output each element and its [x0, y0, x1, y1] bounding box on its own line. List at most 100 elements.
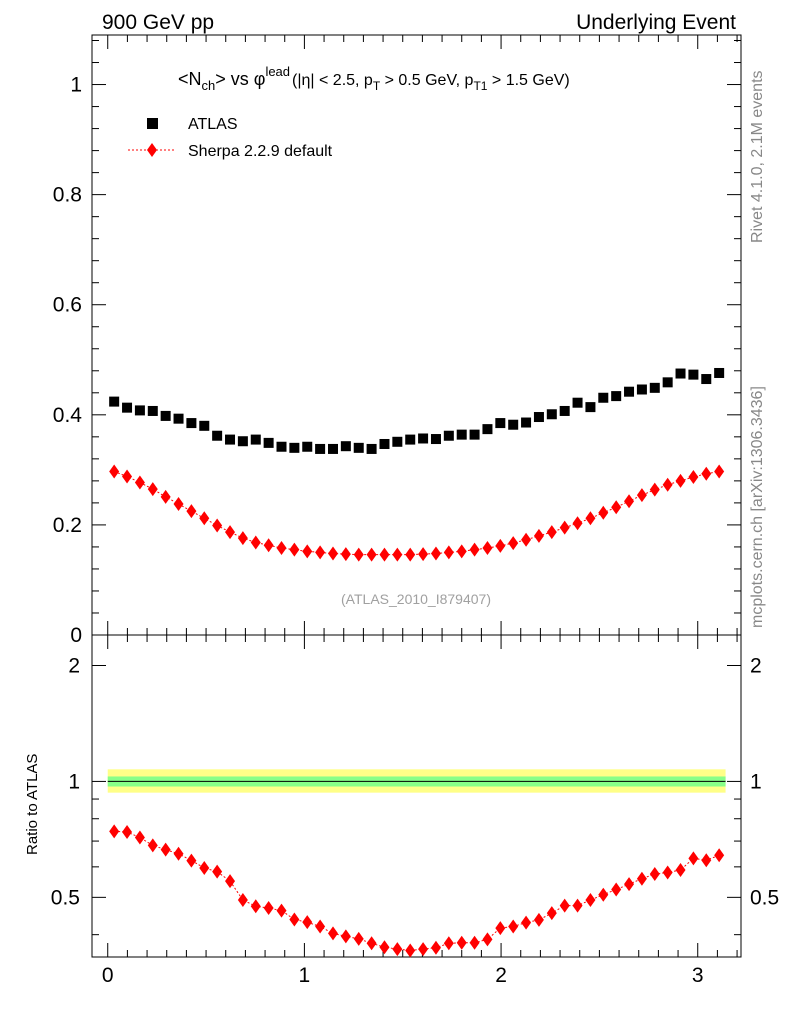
- ratio-y-tick-label-right: 0.5: [750, 886, 779, 909]
- ratio-point: [649, 866, 660, 881]
- plot-title: <Nch> vs φlead(|η| < 2.5, pT > 0.5 GeV, …: [178, 64, 570, 93]
- sherpa-point: [122, 469, 133, 484]
- atlas-point: [688, 369, 699, 380]
- atlas-point: [237, 436, 248, 447]
- ratio-point: [366, 936, 377, 951]
- sherpa-point: [533, 528, 544, 543]
- sherpa-point: [521, 532, 532, 547]
- atlas-point: [585, 402, 596, 413]
- ratio-ylabel: Ratio to ATLAS: [24, 754, 41, 855]
- legend-atlas-marker: [147, 118, 158, 129]
- sherpa-point: [508, 536, 519, 551]
- ratio-y-tick-label: 2: [68, 654, 80, 677]
- x-tick-label: 3: [692, 964, 704, 987]
- sherpa-point: [173, 496, 184, 511]
- atlas-point: [276, 441, 287, 452]
- atlas-point: [289, 442, 300, 453]
- ratio-point: [212, 864, 223, 879]
- header-left: 900 GeV pp: [102, 11, 214, 34]
- sherpa-point: [662, 477, 673, 492]
- ratio-point: [533, 912, 544, 927]
- ratio-y-tick-label-right: 1: [750, 770, 762, 793]
- ratio-point: [237, 893, 248, 908]
- sherpa-point: [418, 547, 429, 562]
- ratio-point: [456, 935, 467, 950]
- sherpa-point: [237, 531, 248, 546]
- atlas-point: [675, 368, 686, 379]
- ratio-point: [482, 932, 493, 947]
- sherpa-point: [482, 541, 493, 556]
- atlas-point: [418, 433, 429, 444]
- main-y-tick-label: 0.8: [53, 184, 82, 207]
- ratio-point: [469, 935, 480, 950]
- ratio-point: [302, 915, 313, 930]
- atlas-point: [559, 405, 570, 416]
- ratio-uncertainty-bands: [107, 769, 726, 793]
- atlas-point: [495, 418, 506, 429]
- ratio-point: [353, 931, 364, 946]
- atlas-point: [443, 430, 454, 441]
- ratio-point: [675, 862, 686, 877]
- ratio-plot-frame: [91, 634, 742, 958]
- rivet-label: Rivet 4.1.0, 2.1M events: [749, 70, 766, 243]
- atlas-point: [624, 386, 635, 397]
- ratio-data-points: [109, 824, 725, 958]
- sherpa-point: [688, 470, 699, 485]
- ratio-point: [611, 882, 622, 897]
- sherpa-point: [649, 482, 660, 497]
- atlas-point: [315, 443, 326, 454]
- ratio-point: [340, 929, 351, 944]
- ratio-point: [624, 877, 635, 892]
- sherpa-point: [340, 547, 351, 562]
- axes-ticks: [92, 35, 741, 957]
- sherpa-point: [302, 544, 313, 559]
- atlas-point: [546, 409, 557, 420]
- ratio-point: [418, 942, 429, 957]
- sherpa-point: [199, 511, 210, 526]
- atlas-point: [327, 443, 338, 454]
- sherpa-point: [134, 475, 145, 490]
- atlas-point: [134, 405, 145, 416]
- sherpa-point: [495, 538, 506, 553]
- ratio-point: [495, 921, 506, 936]
- ratio-point: [327, 926, 338, 941]
- ratio-point: [379, 940, 390, 955]
- main-y-tick-label: 1: [70, 74, 82, 97]
- atlas-point: [636, 384, 647, 395]
- atlas-point: [199, 420, 210, 431]
- ratio-point: [443, 936, 454, 951]
- ratio-point: [173, 846, 184, 861]
- atlas-point: [405, 434, 416, 445]
- atlas-point: [598, 392, 609, 403]
- ratio-y-tick-label: 0.5: [51, 886, 80, 909]
- ratio-point: [662, 865, 673, 880]
- sherpa-point: [327, 546, 338, 561]
- ratio-point: [134, 830, 145, 845]
- ratio-point: [546, 906, 557, 921]
- atlas-point: [714, 367, 725, 378]
- sherpa-point: [559, 520, 570, 535]
- sherpa-point: [225, 525, 236, 540]
- x-tick-label: 0: [102, 964, 114, 987]
- ratio-line: [114, 830, 720, 951]
- atlas-point: [521, 417, 532, 428]
- ratio-point: [688, 851, 699, 866]
- header-right: Underlying Event: [576, 11, 736, 34]
- main-y-tick-label: 0: [70, 624, 82, 647]
- sherpa-point: [276, 541, 287, 556]
- atlas-point: [649, 382, 660, 393]
- ratio-point: [109, 824, 120, 839]
- ratio-point: [122, 825, 133, 840]
- atlas-point: [430, 434, 441, 445]
- atlas-point: [340, 441, 351, 452]
- atlas-point: [469, 429, 480, 440]
- ratio-point: [559, 898, 570, 913]
- atlas-point: [572, 397, 583, 408]
- ratio-point: [225, 874, 236, 889]
- sherpa-point: [109, 464, 120, 479]
- main-y-tick-label: 0.6: [53, 294, 82, 317]
- atlas-point: [508, 419, 519, 430]
- ratio-y-tick-label-right: 2: [750, 654, 762, 677]
- ratio-point: [199, 860, 210, 875]
